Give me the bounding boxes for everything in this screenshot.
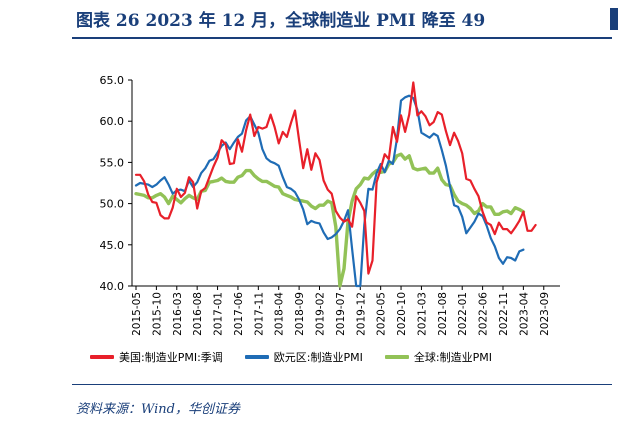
edge-mark (610, 8, 618, 30)
y-tick-label: 50.0 (100, 198, 125, 211)
chart-area: 40.0 45.0 50.0 55.0 60.0 65.0 2015-05 2015-10 2… (0, 40, 620, 380)
euro-pmi-line (134, 94, 525, 288)
legend-swatch-euro (244, 355, 269, 359)
x-tick-label: 2022-01 (457, 292, 469, 336)
x-tick-label: 2022-11 (498, 292, 510, 336)
series-lines (134, 81, 537, 288)
x-tick-label: 2023-09 (539, 292, 551, 336)
legend-item-us: 美国:制造业PMI:季调 (90, 349, 223, 365)
bottom-rule (72, 384, 612, 385)
x-tick-label: 2017-06 (233, 292, 245, 336)
x-tick-label: 2019-02 (314, 292, 326, 336)
y-tick-label: 40.0 (100, 280, 125, 293)
x-tick-label: 2016-03 (172, 292, 184, 336)
x-tick-label: 2015-05 (131, 292, 143, 336)
legend-label-euro: 欧元区:制造业PMI (273, 351, 363, 364)
x-axis: 2015-05 2015-10 2016-03 2016-08 2017-01 2017-… (131, 285, 560, 336)
x-tick-label: 2023-04 (518, 292, 530, 336)
title-rule (72, 37, 612, 39)
x-tick-label: 2016-08 (192, 292, 204, 336)
x-tick-label: 2020-10 (396, 292, 408, 336)
legend-label-global: 全球:制造业PMI (413, 351, 492, 364)
x-tick-label: 2015-10 (151, 292, 163, 336)
legend-label-us: 美国:制造业PMI:季调 (119, 351, 223, 364)
x-tick-label: 2021-08 (437, 292, 449, 336)
x-tick-label: 2022-06 (478, 292, 490, 336)
legend-swatch-us (90, 355, 114, 359)
legend-item-global: 全球:制造业PMI (384, 349, 492, 365)
x-tick-label: 2020-05 (376, 292, 388, 336)
figure-title: 图表 26 2023 年 12 月，全球制造业 PMI 降至 49 (76, 11, 486, 31)
x-tick-label: 2017-01 (213, 292, 225, 336)
y-axis: 40.0 45.0 50.0 55.0 60.0 65.0 (100, 74, 133, 293)
x-tick-label: 2019-07 (335, 292, 347, 336)
us-pmi-line (134, 81, 537, 275)
y-tick-label: 55.0 (100, 156, 125, 169)
pmi-line-chart: 40.045.050.055.060.065.0 2015-05 2015-10 2… (100, 74, 560, 336)
source-note: 资料来源：Wind，华创证券 (76, 402, 240, 417)
legend-item-euro: 欧元区:制造业PMI (244, 349, 363, 365)
y-tick-label: 45.0 (100, 239, 125, 252)
x-tick-label: 2021-03 (416, 292, 428, 336)
title-bar: 图表 26 2023 年 12 月，全球制造业 PMI 降至 49 (0, 0, 620, 39)
legend-swatch-global (384, 355, 409, 359)
x-tick-label: 2018-04 (274, 292, 286, 336)
x-tick-label: 2019-12 (355, 292, 367, 336)
legend: 美国:制造业PMI:季调 欧元区:制造业PMI 全球:制造业PMI (90, 348, 610, 366)
x-tick-label: 2018-09 (294, 292, 306, 336)
x-tick-label: 2017-11 (253, 292, 265, 336)
y-tick-label: 60.0 (100, 115, 125, 128)
y-tick-label: 65.0 (100, 74, 125, 87)
